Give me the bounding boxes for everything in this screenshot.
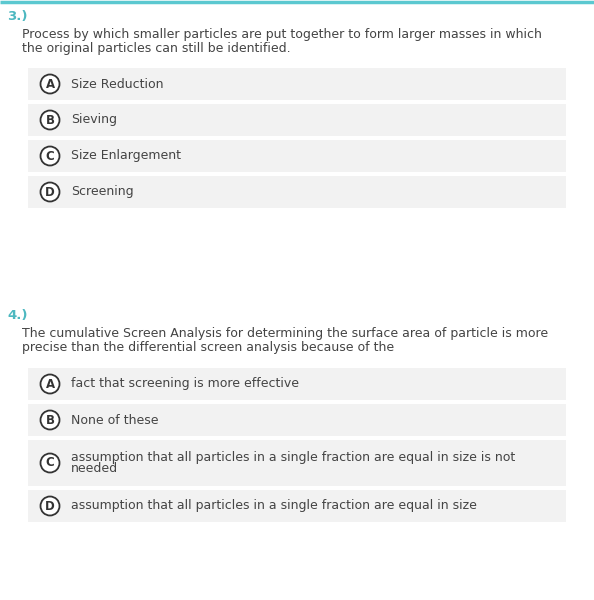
Circle shape bbox=[40, 74, 59, 94]
FancyBboxPatch shape bbox=[28, 68, 566, 100]
Text: B: B bbox=[46, 413, 55, 427]
Text: 4.): 4.) bbox=[7, 309, 27, 322]
Text: needed: needed bbox=[71, 463, 118, 475]
Text: 3.): 3.) bbox=[7, 10, 27, 23]
FancyBboxPatch shape bbox=[28, 440, 566, 486]
Circle shape bbox=[40, 454, 59, 473]
Text: A: A bbox=[45, 377, 55, 391]
FancyBboxPatch shape bbox=[28, 176, 566, 208]
Circle shape bbox=[40, 146, 59, 166]
FancyBboxPatch shape bbox=[28, 140, 566, 172]
Text: Screening: Screening bbox=[71, 185, 134, 199]
Text: assumption that all particles in a single fraction are equal in size is not: assumption that all particles in a singl… bbox=[71, 451, 515, 463]
Circle shape bbox=[40, 110, 59, 130]
Text: D: D bbox=[45, 499, 55, 512]
Circle shape bbox=[40, 497, 59, 515]
Text: precise than the differential screen analysis because of the: precise than the differential screen ana… bbox=[22, 341, 394, 354]
Text: The cumulative Screen Analysis for determining the surface area of particle is m: The cumulative Screen Analysis for deter… bbox=[22, 327, 548, 340]
FancyBboxPatch shape bbox=[28, 104, 566, 136]
FancyBboxPatch shape bbox=[28, 404, 566, 436]
Text: Sieving: Sieving bbox=[71, 113, 117, 127]
Text: None of these: None of these bbox=[71, 413, 159, 427]
Circle shape bbox=[40, 182, 59, 202]
Text: assumption that all particles in a single fraction are equal in size: assumption that all particles in a singl… bbox=[71, 499, 477, 512]
Text: fact that screening is more effective: fact that screening is more effective bbox=[71, 377, 299, 391]
Text: Size Reduction: Size Reduction bbox=[71, 77, 163, 91]
Text: Process by which smaller particles are put together to form larger masses in whi: Process by which smaller particles are p… bbox=[22, 28, 542, 41]
FancyBboxPatch shape bbox=[28, 368, 566, 400]
Text: Size Enlargement: Size Enlargement bbox=[71, 149, 181, 163]
Text: A: A bbox=[45, 77, 55, 91]
Circle shape bbox=[40, 374, 59, 394]
Text: C: C bbox=[46, 149, 55, 163]
Circle shape bbox=[40, 410, 59, 430]
Text: D: D bbox=[45, 185, 55, 199]
FancyBboxPatch shape bbox=[28, 490, 566, 522]
Text: C: C bbox=[46, 457, 55, 469]
Text: B: B bbox=[46, 113, 55, 127]
Text: the original particles can still be identified.: the original particles can still be iden… bbox=[22, 42, 290, 55]
